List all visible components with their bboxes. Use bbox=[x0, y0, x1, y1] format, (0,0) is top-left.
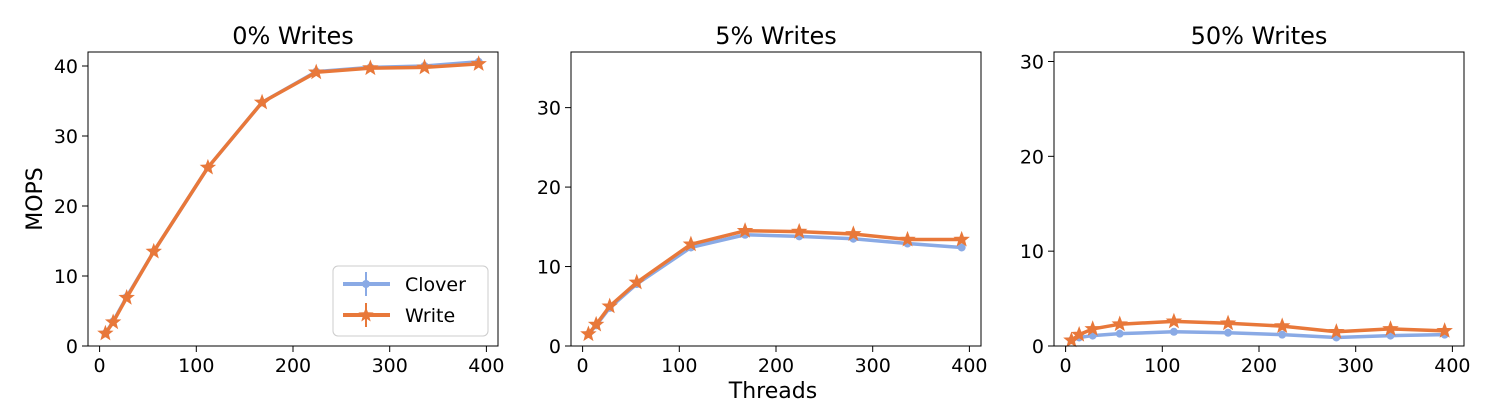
x-tick-label: 300 bbox=[1338, 355, 1374, 377]
data-point-write bbox=[899, 230, 916, 247]
data-point-write bbox=[790, 222, 808, 239]
data-point-write bbox=[1070, 325, 1088, 342]
x-tick-label: 200 bbox=[275, 355, 311, 377]
x-tick-label: 200 bbox=[758, 355, 794, 377]
y-tick-label: 10 bbox=[1020, 241, 1044, 263]
legend-item-clover: Clover bbox=[343, 272, 466, 296]
data-point-write bbox=[104, 313, 122, 330]
data-point-clover bbox=[1278, 330, 1287, 339]
series-line-clover bbox=[587, 233, 962, 336]
data-point-write bbox=[1436, 322, 1453, 338]
y-tick-label: 20 bbox=[54, 196, 78, 218]
x-tick-label: 0 bbox=[577, 355, 589, 377]
data-point-write bbox=[1219, 314, 1237, 331]
y-tick-label: 10 bbox=[54, 266, 78, 288]
y-tick-label: 0 bbox=[549, 336, 561, 358]
data-point-clover bbox=[1115, 329, 1124, 338]
data-point-write bbox=[682, 235, 700, 252]
axes-frame bbox=[1053, 51, 1465, 347]
y-tick-label: 30 bbox=[537, 98, 561, 120]
legend-item-write: Write bbox=[343, 303, 455, 327]
data-point-write bbox=[1328, 323, 1345, 339]
series-line-write bbox=[587, 229, 962, 336]
data-point-write bbox=[1111, 315, 1128, 332]
legend-label-write: Write bbox=[405, 305, 455, 327]
data-point-write bbox=[1084, 320, 1101, 336]
data-point-write bbox=[601, 297, 618, 314]
x-tick-label: 300 bbox=[855, 355, 891, 377]
x-tick-label: 400 bbox=[951, 355, 987, 377]
data-point-write bbox=[145, 242, 162, 259]
data-point-clover bbox=[1224, 328, 1233, 337]
data-point-write bbox=[587, 315, 605, 332]
data-point-write bbox=[362, 59, 379, 76]
legend: Clover Write bbox=[332, 265, 489, 337]
y-tick-label: 20 bbox=[1020, 146, 1044, 168]
data-point-write bbox=[628, 273, 645, 290]
y-tick-label: 40 bbox=[54, 56, 78, 78]
data-point-write bbox=[1165, 312, 1183, 329]
y-axis-label: MOPS bbox=[23, 167, 48, 231]
legend-label-clover: Clover bbox=[405, 274, 466, 296]
data-point-write bbox=[580, 325, 597, 342]
series-line-write bbox=[1070, 319, 1445, 342]
legend-marker-clover bbox=[362, 280, 370, 288]
data-point-write bbox=[470, 55, 487, 71]
data-point-write bbox=[1382, 320, 1399, 336]
data-point-write bbox=[199, 158, 217, 175]
y-tick-label: 30 bbox=[1020, 51, 1044, 73]
y-tick-label: 10 bbox=[537, 257, 561, 279]
panel-50-writes: 50% Writes 0 100 200 300 400 0 10 20 30 bbox=[1020, 22, 1471, 377]
data-point-write bbox=[736, 222, 754, 238]
data-point-write bbox=[118, 289, 135, 305]
series-line-clover bbox=[1070, 330, 1445, 342]
x-tick-label: 0 bbox=[94, 355, 106, 377]
x-tick-label: 200 bbox=[1241, 355, 1277, 377]
axes-frame bbox=[570, 51, 982, 347]
data-point-write bbox=[1273, 317, 1291, 334]
x-tick-label: 400 bbox=[468, 355, 504, 377]
y-tick-label: 0 bbox=[1032, 336, 1044, 358]
panel-title: 0% Writes bbox=[232, 22, 354, 50]
x-tick-label: 100 bbox=[661, 355, 697, 377]
x-tick-label: 400 bbox=[1434, 355, 1470, 377]
panel-0-writes: 0% Writes 0 100 200 300 400 0 10 20 30 40 bbox=[54, 22, 505, 377]
y-tick-label: 30 bbox=[54, 126, 78, 148]
data-point-write bbox=[307, 63, 325, 80]
panel-5-writes: 5% Writes 0 100 200 300 400 0 10 20 30 bbox=[537, 22, 988, 377]
y-tick-label: 20 bbox=[537, 177, 561, 199]
data-point-write bbox=[97, 324, 114, 341]
series-line-write bbox=[103, 62, 479, 335]
data-point-write bbox=[845, 225, 862, 241]
x-tick-label: 0 bbox=[1060, 355, 1072, 377]
data-point-write bbox=[416, 58, 433, 75]
panel-title: 50% Writes bbox=[1191, 22, 1328, 50]
x-tick-label: 100 bbox=[1144, 355, 1180, 377]
x-tick-label: 100 bbox=[178, 355, 214, 377]
data-point-write bbox=[253, 93, 271, 110]
data-point-write bbox=[953, 230, 970, 247]
data-point-clover bbox=[957, 243, 966, 252]
y-tick-label: 0 bbox=[66, 336, 78, 358]
data-point-clover bbox=[1169, 327, 1178, 336]
x-tick-label: 300 bbox=[372, 355, 408, 377]
panel-title: 5% Writes bbox=[715, 22, 837, 50]
x-axis-label: Threads bbox=[728, 379, 817, 400]
legend-marker-write bbox=[358, 307, 374, 322]
